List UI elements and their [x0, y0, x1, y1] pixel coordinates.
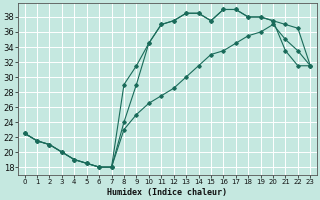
X-axis label: Humidex (Indice chaleur): Humidex (Indice chaleur)	[108, 188, 228, 197]
